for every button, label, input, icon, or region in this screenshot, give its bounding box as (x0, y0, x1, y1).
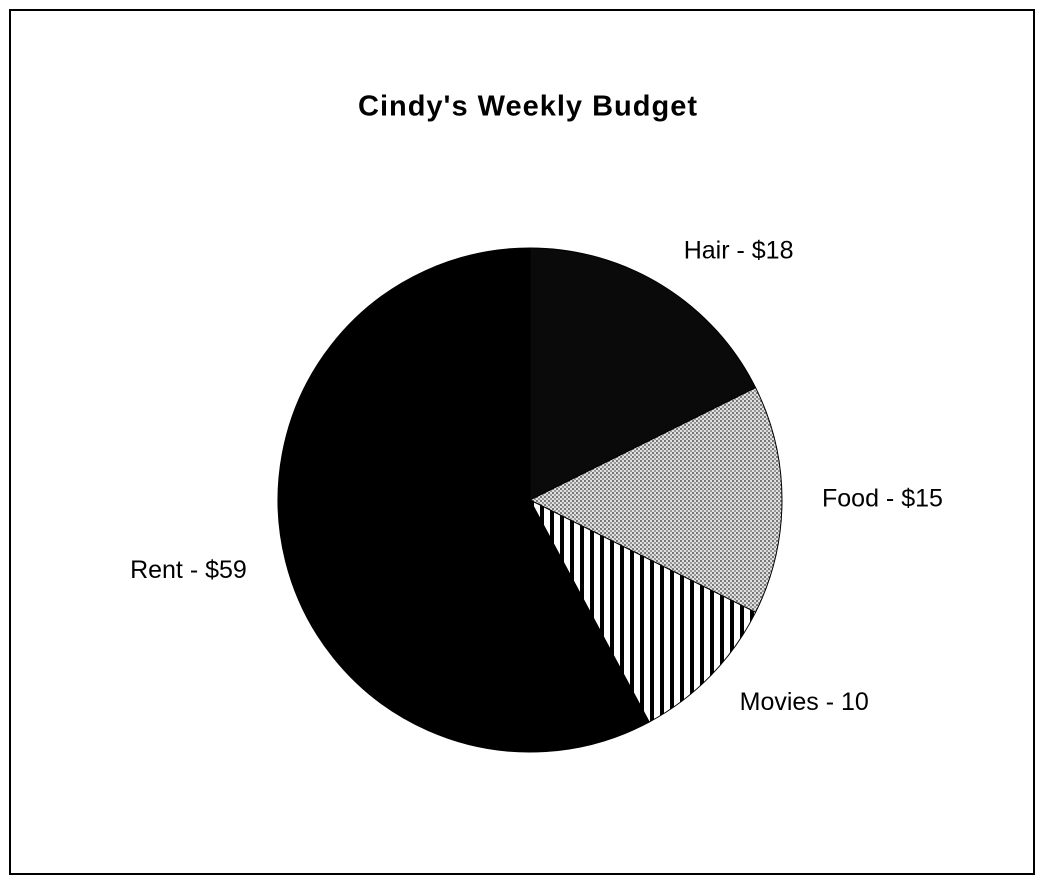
pie-slice (528, 387, 783, 613)
slice-label: Rent - $59 (130, 556, 247, 584)
slice-label: Hair - $18 (684, 236, 794, 264)
pie-slice (528, 498, 757, 723)
slice-label: Food - $15 (822, 485, 943, 513)
frame (9, 9, 1035, 875)
pie-slice (529, 247, 757, 501)
slice-label: Movies - 10 (740, 688, 869, 716)
chart-title: Cindy's Weekly Budget (358, 91, 698, 123)
pie-slice (277, 247, 650, 753)
